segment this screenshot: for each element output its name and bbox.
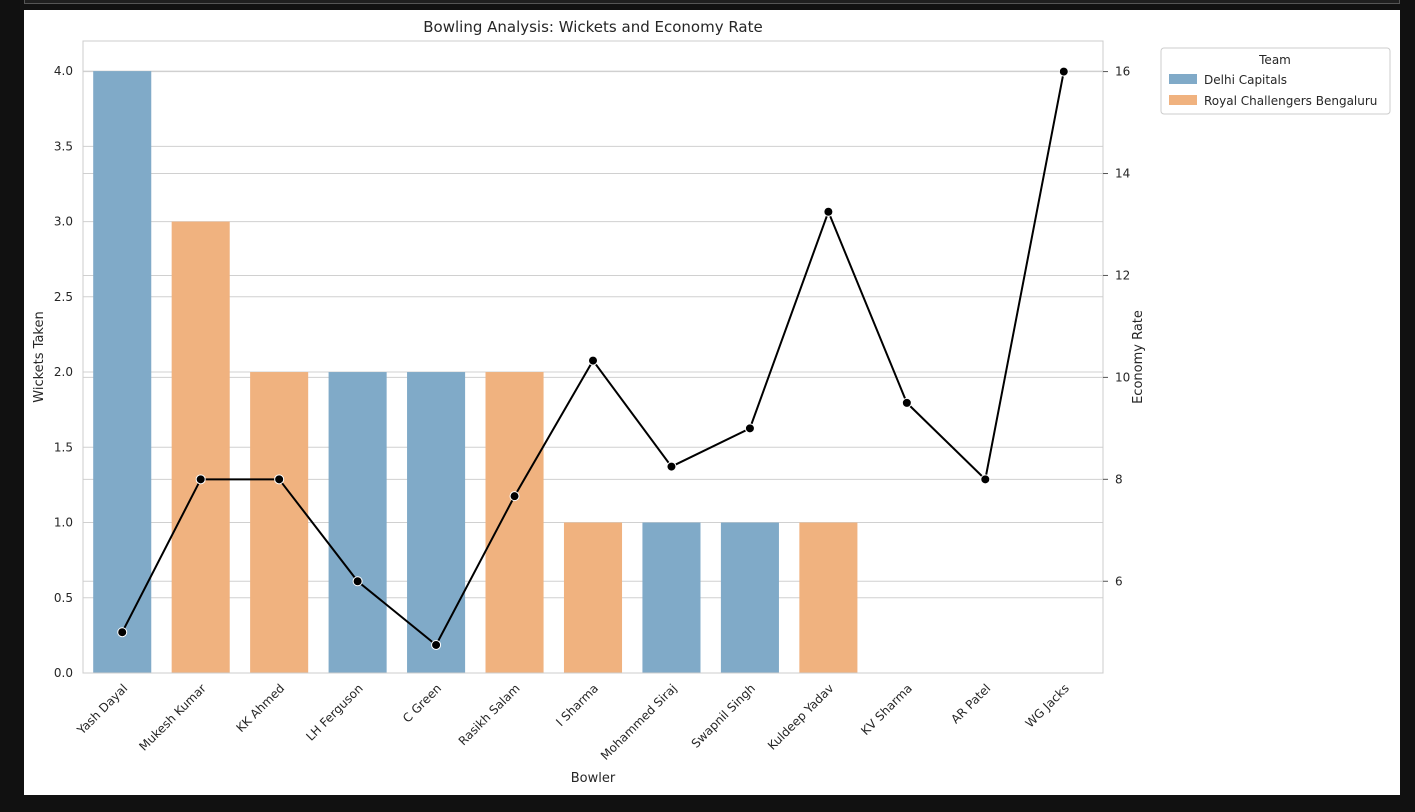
x-tick-label: AR Patel — [948, 681, 993, 726]
economy-line-series — [117, 66, 1069, 650]
y2-tick-label: 8 — [1115, 472, 1123, 486]
economy-point-kuldeep-yadav — [823, 206, 834, 217]
bar-series — [93, 71, 858, 674]
legend: Team Delhi Capitals Royal Challengers Be… — [1160, 47, 1391, 115]
y-tick-label: 4.0 — [54, 64, 73, 78]
legend-box — [1160, 47, 1391, 115]
x-tick-label: KK Ahmed — [233, 681, 287, 735]
y-tick-label: 0.0 — [54, 666, 73, 680]
bar-swapnil-singh — [720, 522, 779, 673]
x-tick-label: Swapnil Singh — [689, 681, 758, 750]
x-tick-label: I Sharma — [553, 681, 601, 729]
window-top-bar — [24, 0, 1400, 4]
y2-tick-label: 10 — [1115, 370, 1130, 384]
x-tick-label: Rasikh Salam — [456, 681, 523, 748]
y-tick-label: 2.0 — [54, 365, 73, 379]
economy-point-mohammed-siraj — [666, 461, 677, 472]
bar-c-green — [407, 372, 466, 673]
y-tick-label: 1.0 — [54, 516, 73, 530]
economy-point-yash-dayal — [117, 627, 128, 638]
bar-lh-ferguson — [328, 372, 387, 673]
economy-point-swapnil-singh — [744, 423, 755, 434]
y-tick-label: 3.5 — [54, 139, 73, 153]
bar-mukesh-kumar — [171, 221, 230, 674]
y-axis-label: Wickets Taken — [32, 311, 47, 402]
bowling-chart: Bowling Analysis: Wickets and Economy Ra… — [32, 18, 1391, 786]
x-tick-label: Mukesh Kumar — [136, 681, 208, 753]
bar-kk-ahmed — [250, 372, 309, 673]
y-tick-label: 2.5 — [54, 290, 73, 304]
economy-point-rasikh-salam — [509, 491, 520, 502]
bar-rasikh-salam — [485, 372, 544, 673]
x-tick-label: Kuldeep Yadav — [765, 681, 837, 753]
economy-point-ar-patel — [980, 474, 991, 485]
x-tick-label: Mohammed Siraj — [598, 681, 680, 763]
legend-swatch-royal-challengers-bengaluru — [1169, 95, 1197, 105]
y2-tick-label: 14 — [1115, 167, 1130, 181]
axes — [82, 40, 1104, 674]
chart-title: Bowling Analysis: Wickets and Economy Ra… — [423, 18, 762, 36]
y2-axis-label: Economy Rate — [1131, 310, 1146, 404]
x-tick-label: Yash Dayal — [74, 681, 131, 738]
y-tick-label: 3.0 — [54, 215, 73, 229]
y2-tick-label: 6 — [1115, 574, 1123, 588]
plot-frame — [82, 40, 1104, 674]
x-tick-label: C Green — [400, 681, 444, 725]
economy-point-wg-jacks — [1058, 66, 1069, 77]
legend-entry-delhi-capitals: Delhi Capitals — [1204, 73, 1287, 87]
bar-mohammed-siraj — [642, 522, 701, 673]
bar-yash-dayal — [93, 71, 152, 674]
y-tick-label: 1.5 — [54, 440, 73, 454]
economy-point-c-green — [431, 639, 442, 650]
y2-tick-label: 12 — [1115, 268, 1130, 282]
legend-swatch-delhi-capitals — [1169, 74, 1197, 84]
x-tick-label: WG Jacks — [1023, 681, 1072, 730]
bar-i-sharma — [563, 522, 623, 673]
economy-point-kk-ahmed — [274, 474, 285, 485]
legend-title: Team — [1258, 53, 1291, 67]
chart-canvas: Bowling Analysis: Wickets and Economy Ra… — [24, 10, 1400, 795]
x-tick-label: LH Ferguson — [303, 681, 365, 743]
legend-entry-royal-challengers-bengaluru: Royal Challengers Bengaluru — [1204, 94, 1377, 108]
economy-point-lh-ferguson — [352, 576, 363, 587]
economy-point-mukesh-kumar — [195, 474, 206, 485]
x-tick-label: KV Sharma — [858, 681, 915, 738]
x-axis-label: Bowler — [571, 771, 616, 786]
economy-point-i-sharma — [588, 355, 598, 366]
economy-point-kv-sharma — [901, 397, 912, 408]
y2-tick-label: 16 — [1115, 65, 1130, 79]
bar-kuldeep-yadav — [799, 522, 858, 673]
y-tick-label: 0.5 — [54, 591, 73, 605]
